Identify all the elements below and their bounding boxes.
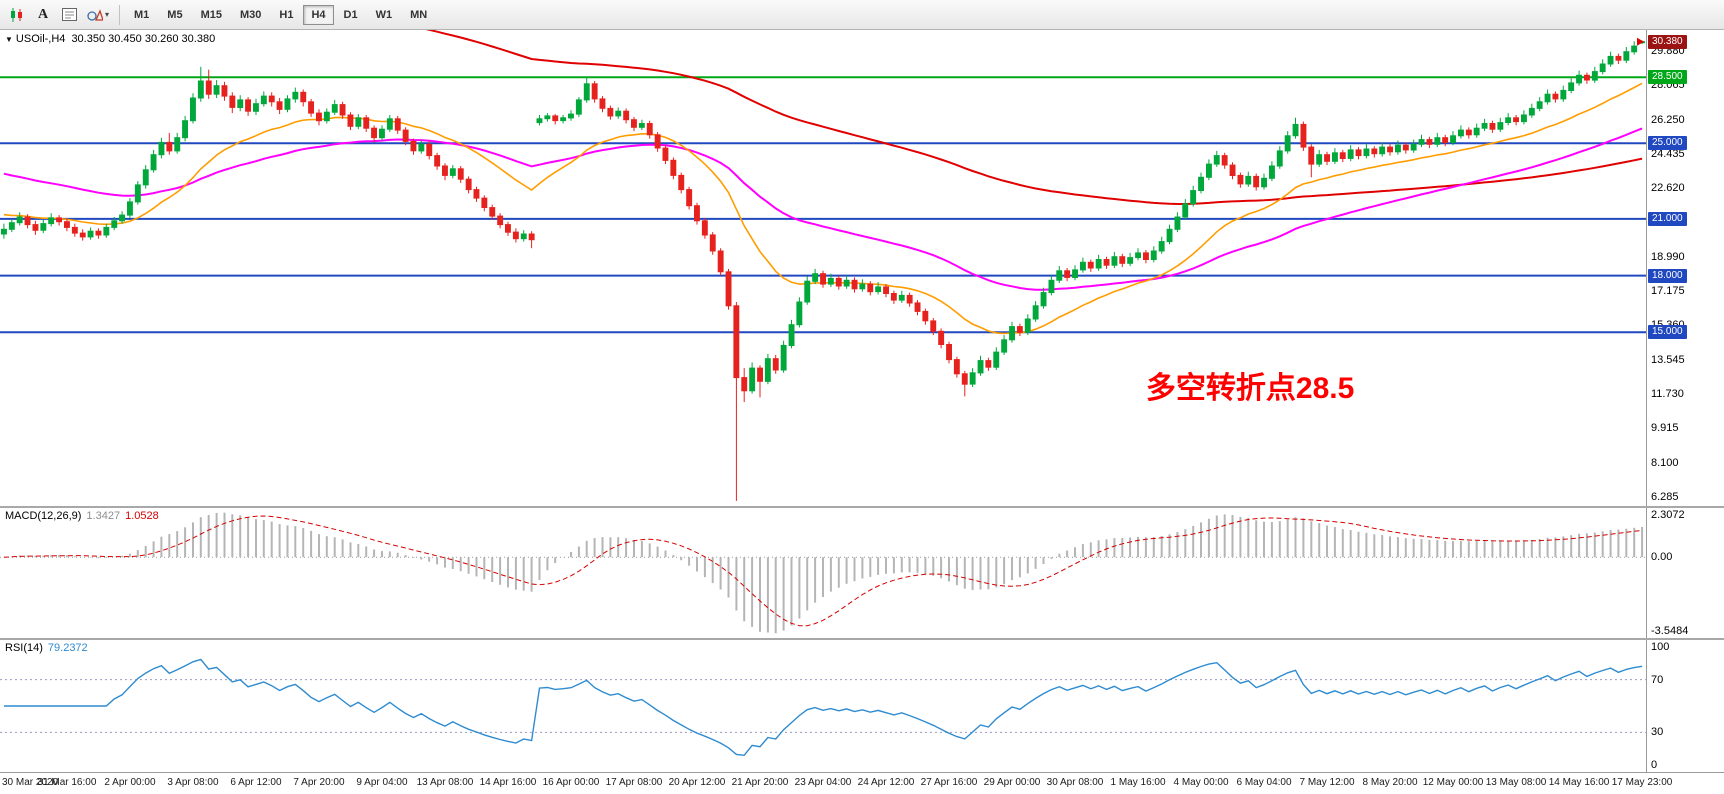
time-label: 1 May 16:00 bbox=[1110, 777, 1166, 788]
price-line-box: 18.000 bbox=[1648, 268, 1687, 283]
rsi-scale[interactable]: 100 70 30 0 bbox=[1646, 640, 1724, 772]
time-label: 12 May 00:00 bbox=[1422, 777, 1484, 788]
price-tick-label: 13.545 bbox=[1651, 353, 1685, 366]
panel-divider[interactable] bbox=[0, 638, 1724, 640]
candlestick-chart-icon[interactable] bbox=[5, 4, 29, 26]
symbol-collapse-icon: ▼ bbox=[5, 35, 13, 44]
timeframe-button-m5[interactable]: M5 bbox=[159, 5, 190, 25]
chart-annotation: 多空转折点28.5 bbox=[1145, 372, 1355, 406]
time-label: 13 May 08:00 bbox=[1485, 777, 1547, 788]
price-tick-label: 9.915 bbox=[1651, 422, 1679, 435]
price-tick-label: 22.620 bbox=[1651, 182, 1685, 195]
ohlc-values: 30.350 30.450 30.260 30.380 bbox=[71, 33, 216, 45]
rsi-scale-label: 30 bbox=[1651, 726, 1664, 739]
price-tick-label: 24.435 bbox=[1651, 148, 1685, 160]
time-label: 16 Apr 00:00 bbox=[542, 777, 600, 788]
macd-scale-label: 0.00 bbox=[1651, 551, 1673, 564]
shapes-icon bbox=[87, 8, 103, 21]
price-scale[interactable]: 29.88028.06526.25024.43522.62020.80518.9… bbox=[1646, 30, 1724, 506]
time-label: 6 Apr 12:00 bbox=[230, 777, 282, 788]
chart-canvas[interactable]: ▼ USOil-,H4 30.350 30.450 30.260 30.380 多空… bbox=[0, 30, 1646, 506]
timeframe-button-w1[interactable]: W1 bbox=[368, 5, 401, 25]
macd-scale-label: 2.3072 bbox=[1651, 509, 1685, 521]
time-label: 6 May 04:00 bbox=[1236, 777, 1292, 788]
timeframe-button-d1[interactable]: D1 bbox=[336, 5, 366, 25]
price-tick-label: 26.250 bbox=[1651, 113, 1685, 126]
time-axis[interactable]: 30 Mar 2020 31 Mar 16:00 2 Apr 00:00 3 Apr … bbox=[0, 772, 1724, 794]
macd-scale-label: -3.5484 bbox=[1651, 625, 1689, 637]
timeframe-buttons: M1 M5 M15 M30 H1 H4 D1 W1 MN bbox=[125, 4, 436, 25]
time-label: 21 Apr 20:00 bbox=[731, 777, 789, 788]
rsi-scale-label: 70 bbox=[1651, 673, 1664, 686]
price-tick-label: 8.100 bbox=[1651, 456, 1679, 469]
text-box-tool-button[interactable] bbox=[57, 4, 81, 26]
timeframe-button-h1[interactable]: H1 bbox=[271, 5, 301, 25]
time-label: 30 Apr 08:00 bbox=[1046, 777, 1104, 788]
time-label: 23 Apr 04:00 bbox=[794, 777, 852, 788]
rsi-scale-label: 100 bbox=[1651, 641, 1670, 653]
price-tick-label: 17.175 bbox=[1651, 285, 1685, 298]
macd-main-value: 1.3427 bbox=[86, 510, 121, 522]
time-label: 9 Apr 04:00 bbox=[356, 777, 408, 788]
price-line-box: 21.000 bbox=[1648, 211, 1687, 226]
time-label: 14 Apr 16:00 bbox=[479, 777, 537, 788]
panel-divider[interactable] bbox=[0, 506, 1724, 508]
time-label: 24 Apr 12:00 bbox=[857, 777, 915, 788]
timeframe-button-mn[interactable]: MN bbox=[402, 5, 435, 25]
time-label: 13 Apr 08:00 bbox=[416, 777, 474, 788]
time-label: 3 Apr 08:00 bbox=[167, 777, 219, 788]
time-label: 7 Apr 20:00 bbox=[293, 777, 345, 788]
time-label: 4 May 00:00 bbox=[1173, 777, 1229, 788]
macd-name-label: MACD(12,26,9) bbox=[5, 510, 82, 522]
price-line-box: 15.000 bbox=[1648, 325, 1687, 340]
price-line-box: 25.000 bbox=[1648, 136, 1687, 151]
last-tick-arrow-icon bbox=[1637, 37, 1644, 46]
toolbar-separator bbox=[119, 4, 121, 25]
time-label: 31 Mar 16:00 bbox=[37, 777, 97, 788]
price-line-box: 28.500 bbox=[1648, 70, 1687, 85]
time-label: 27 Apr 16:00 bbox=[920, 777, 978, 788]
main-price-panel: ▼ USOil-,H4 30.350 30.450 30.260 30.380 多空… bbox=[0, 30, 1724, 506]
macd-panel: MACD(12,26,9) 1.3427 1.0528 2.3072 0.00 -3.5… bbox=[0, 508, 1724, 638]
timeframe-button-m15[interactable]: M15 bbox=[193, 5, 230, 25]
macd-canvas[interactable]: MACD(12,26,9) 1.3427 1.0528 bbox=[0, 508, 1646, 638]
rsi-canvas[interactable]: RSI(14) 79.2372 bbox=[0, 640, 1646, 772]
toolbar: A ▾ M1 M5 M15 M30 H1 H4 D1 W1 MN bbox=[0, 0, 1724, 30]
time-label: 7 May 12:00 bbox=[1299, 777, 1355, 788]
time-label: 29 Apr 00:00 bbox=[983, 777, 1041, 788]
chevron-down-icon: ▾ bbox=[105, 10, 110, 19]
time-label: 20 Apr 12:00 bbox=[668, 777, 726, 788]
time-label: 30 Mar 2020 bbox=[2, 777, 59, 788]
timeframe-button-m30[interactable]: M30 bbox=[232, 5, 269, 25]
timeframe-button-m1[interactable]: M1 bbox=[126, 5, 157, 25]
rsi-panel: RSI(14) 79.2372 100 70 30 0 bbox=[0, 640, 1724, 772]
rsi-scale-label: 0 bbox=[1651, 759, 1658, 771]
time-label: 8 May 20:00 bbox=[1362, 777, 1418, 788]
time-label: 2 Apr 00:00 bbox=[104, 777, 156, 788]
timeframe-button-h4[interactable]: H4 bbox=[303, 4, 334, 25]
chart-window: ▼ USOil-,H4 30.350 30.450 30.260 30.380 多空… bbox=[0, 30, 1724, 794]
rsi-title: RSI(14) 79.2372 bbox=[5, 642, 88, 654]
symbol-timeframe-label: USOil-,H4 bbox=[15, 33, 66, 45]
macd-signal-value: 1.0528 bbox=[125, 510, 159, 522]
rsi-name-label: RSI(14) bbox=[5, 642, 43, 654]
time-label: 17 May 23:00 bbox=[1611, 777, 1673, 788]
time-label: 14 May 16:00 bbox=[1548, 777, 1610, 788]
chart-title: ▼ USOil-,H4 30.350 30.450 30.260 30.380 bbox=[5, 33, 215, 45]
time-label: 17 Apr 08:00 bbox=[605, 777, 663, 788]
price-tick-label: 11.730 bbox=[1651, 387, 1684, 400]
shapes-tool-button[interactable]: ▾ bbox=[83, 4, 113, 26]
price-line-box: 30.380 bbox=[1648, 34, 1687, 49]
price-tick-label: 18.990 bbox=[1651, 250, 1685, 263]
macd-title: MACD(12,26,9) 1.3427 1.0528 bbox=[5, 510, 159, 522]
text-label-tool-button[interactable]: A bbox=[31, 4, 55, 26]
price-tick-label: 6.285 bbox=[1651, 490, 1679, 503]
candlestick-icon-graphic bbox=[11, 7, 22, 22]
rsi-value: 79.2372 bbox=[47, 642, 88, 654]
macd-scale[interactable]: 2.3072 0.00 -3.5484 bbox=[1646, 508, 1724, 638]
text-box-icon bbox=[61, 8, 77, 21]
